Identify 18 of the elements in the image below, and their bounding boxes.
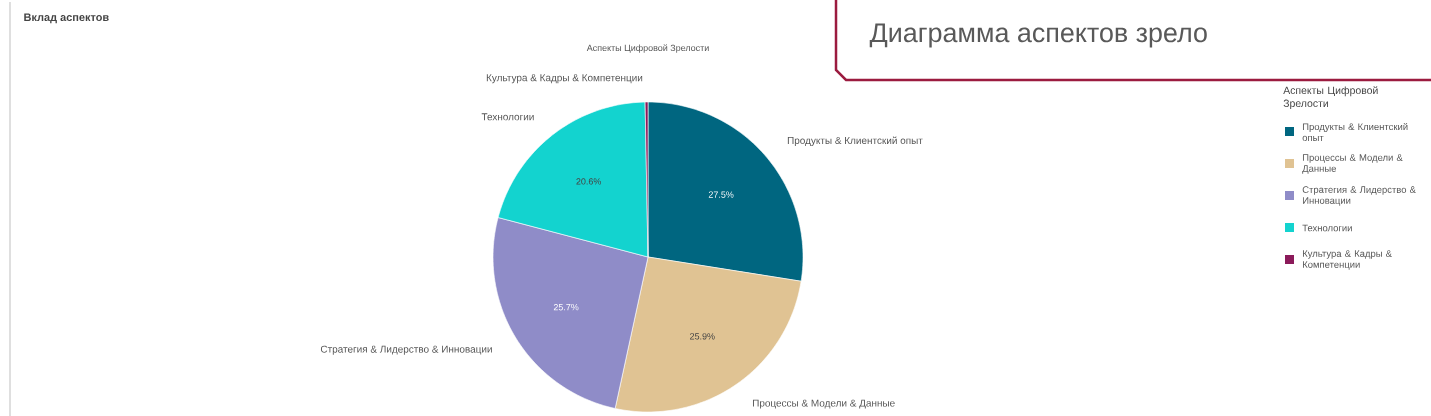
legend-label: Стратегия & Лидерство & Инновации [1302,186,1416,206]
slice-label: Процессы & Модели & Данные [752,399,895,409]
text: Диаграмма аспектов зрело [869,23,1207,48]
legend-label: Культура & Кадры & Компетенции [1302,250,1392,270]
text: Вклад аспектов [24,13,109,24]
slice-label: Продукты & Клиентский опыт [787,136,923,146]
slice-label: Стратегия & Лидерство & Инновации [320,345,492,355]
slice-label: Культура & Кадры & Компетенции [486,74,643,84]
slice-label: Технологии [481,113,534,121]
legend-label: Продукты & Клиентский опыт [1302,122,1408,142]
data-label: 25.9% [690,333,715,340]
data-label: 27.5% [708,191,734,198]
legend-title: Аспекты Цифровой Зрелости [1283,86,1378,110]
data-label: 20.6% [576,178,602,185]
legend-label: Технологии [1302,224,1352,232]
chart-subtitle: Аспекты Цифровой Зрелости [586,44,709,53]
data-label: 25.7% [553,304,579,311]
legend-label: Процессы & Модели & Данные [1302,154,1403,174]
